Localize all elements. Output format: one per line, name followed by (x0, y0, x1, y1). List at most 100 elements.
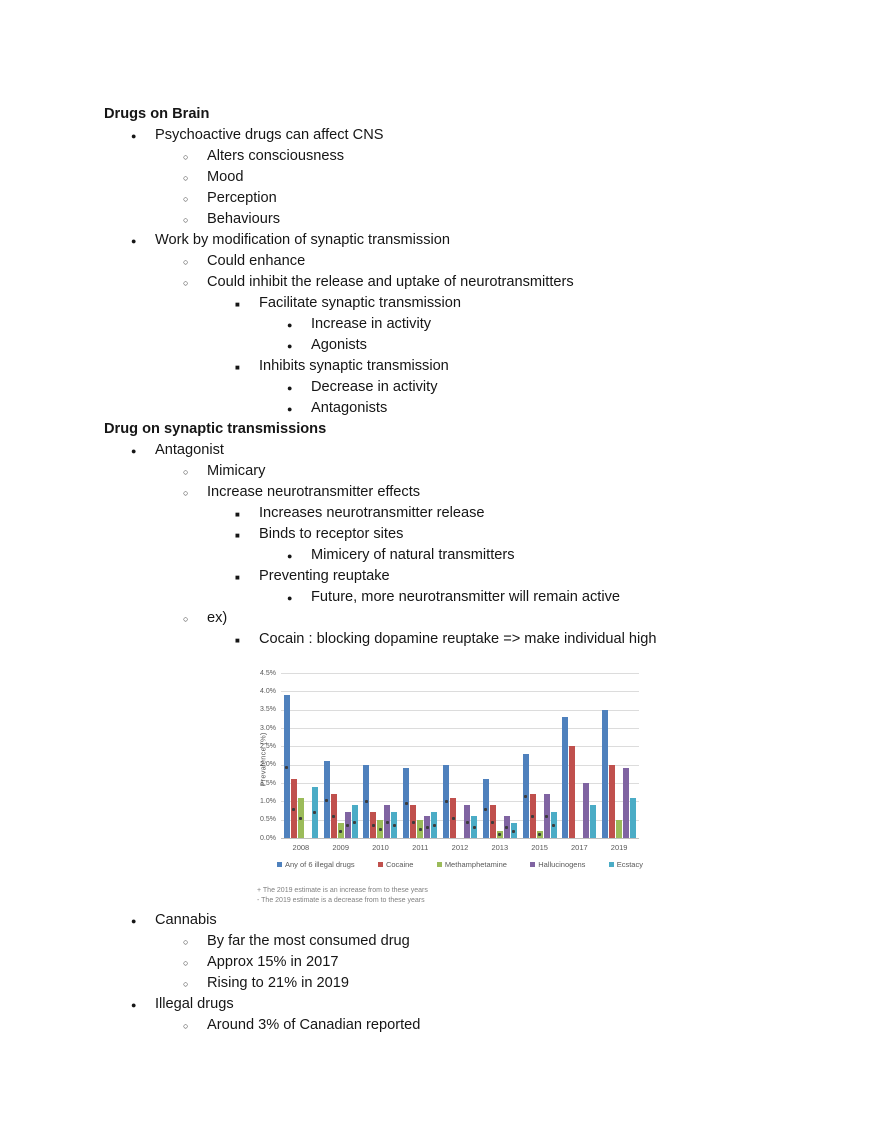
bar-group-2013 (480, 673, 520, 838)
outline-line: ■ Preventing reuptake (104, 566, 824, 587)
outline-line: ■ Inhibits synaptic transmission (104, 356, 824, 377)
bar-group-2012 (440, 673, 480, 838)
legend-swatch-icon (436, 862, 442, 867)
significance-marker (378, 827, 382, 831)
bar-any-of-6-illegal-drugs (602, 709, 609, 838)
outline-line: ● Work by modification of synaptic transm… (104, 230, 824, 251)
chart-x-axis-labels: 2008 2009 2010 2011 2012 2013 2015 2017 2019 (281, 843, 639, 852)
significance-marker (385, 820, 389, 824)
legend-label: Any of 6 illegal drugs (285, 860, 355, 869)
significance-marker (418, 827, 422, 831)
bullet-icon: ○ (183, 173, 189, 183)
chart-footnote-line: + The 2019 estimate is an increase from … (257, 887, 428, 894)
bar-group-2015 (520, 673, 560, 838)
significance-marker (524, 794, 528, 798)
gridline (281, 819, 639, 821)
significance-marker (512, 829, 516, 833)
bar-hallucinogens (424, 816, 431, 838)
bullet-icon: ○ (183, 1021, 189, 1031)
legend-label: Ecstacy (616, 860, 643, 869)
outline-line: ○ ex) (104, 608, 824, 629)
bar-ecstacy (351, 805, 358, 838)
significance-marker (346, 824, 350, 828)
significance-marker (364, 800, 368, 804)
bullet-icon: ● (287, 341, 293, 351)
bullet-icon: ○ (183, 488, 189, 498)
outline-text: Mimicary (207, 463, 266, 479)
significance-marker (325, 798, 329, 802)
bar-any-of-6-illegal-drugs (283, 695, 290, 838)
significance-marker (313, 811, 317, 815)
outline-text: Mimicery of natural transmitters (311, 547, 515, 563)
outline-line: ○ Mood (104, 167, 824, 188)
outline-text: Increases neurotransmitter release (259, 505, 485, 521)
outline-text: Antagonists (311, 400, 388, 416)
bullet-icon: ○ (183, 257, 189, 267)
legend-swatch-icon (608, 862, 614, 867)
outline-text: Antagonist (155, 442, 224, 458)
outline-text: ex) (207, 610, 228, 626)
bullet-icon: ■ (235, 573, 240, 582)
significance-marker (505, 826, 509, 829)
outline-text: Inhibits synaptic transmission (259, 358, 449, 374)
bar-cocaine (290, 779, 297, 838)
bar-cocaine (370, 812, 377, 838)
bullet-icon: ■ (235, 531, 240, 540)
significance-marker (432, 824, 436, 828)
outline-line: ● Antagonists (104, 398, 824, 419)
outline-text: Perception (207, 190, 277, 206)
significance-marker (451, 816, 455, 820)
bar-group-2019 (599, 673, 639, 838)
bullet-icon: ● (131, 916, 137, 926)
bar-any-of-6-illegal-drugs (323, 761, 330, 838)
bar-any-of-6-illegal-drugs (522, 753, 529, 838)
bar-methamphetamine (417, 819, 424, 838)
outline-text: Could enhance (207, 253, 306, 269)
bullet-icon: ■ (235, 636, 240, 645)
outline-line: ● Agonists (104, 335, 824, 356)
x-axis-label: 2015 (531, 843, 548, 852)
bar-cocaine (489, 805, 496, 838)
outline-line: ○ Rising to 21% in 2019 (104, 973, 824, 994)
significance-marker (332, 815, 336, 818)
bar-hallucinogens (384, 805, 391, 838)
significance-marker (498, 833, 502, 837)
y-tick-label: 1.0% (260, 797, 276, 805)
y-tick-label: 4.0% (260, 687, 276, 695)
y-tick-label: 2.5% (260, 742, 276, 750)
bar-hallucinogens (583, 783, 590, 838)
chart-footnotes: + The 2019 estimate is an increase from … (257, 886, 645, 906)
bullet-icon: ○ (183, 958, 189, 968)
outline-text: Cannabis (155, 912, 217, 928)
bar-ecstacy (391, 812, 398, 838)
bar-hallucinogens (464, 805, 471, 838)
significance-marker (444, 800, 448, 804)
significance-marker (392, 824, 396, 828)
chart-bar-groups (281, 673, 639, 838)
bar-cocaine (450, 797, 457, 838)
bullet-icon: ● (131, 236, 137, 246)
gridline (281, 801, 639, 803)
bar-methamphetamine (496, 830, 503, 838)
bullet-icon: ○ (183, 194, 189, 204)
heading-text: Drugs on Brain (104, 106, 210, 122)
bar-any-of-6-illegal-drugs (482, 779, 489, 838)
outline-line: ● Future, more neurotransmitter will rema… (104, 587, 824, 608)
bar-cocaine (410, 805, 417, 838)
significance-marker (545, 815, 549, 818)
bar-ecstacy (550, 812, 557, 838)
embedded-chart-figure[interactable]: Prevalence (%) 4.5% 4.0% 3.5% 3.0% 2.5% 2.0% 1… (245, 662, 645, 906)
bullet-icon: ● (287, 551, 293, 561)
bullet-icon: ● (287, 320, 293, 330)
bar-cocaine (609, 764, 616, 838)
outline-line: ● Decrease in activity (104, 377, 824, 398)
y-tick-label: 3.5% (260, 706, 276, 714)
significance-marker (531, 815, 535, 818)
gridline (281, 764, 639, 766)
outline-line: ○ Could inhibit the release and uptake of… (104, 272, 824, 293)
legend-item: Ecstacy (608, 860, 643, 869)
bar-any-of-6-illegal-drugs (443, 764, 450, 838)
significance-marker (552, 824, 556, 828)
outline-line: ● Psychoactive drugs can affect CNS (104, 125, 824, 146)
outline-line: ■ Increases neurotransmitter release (104, 503, 824, 524)
